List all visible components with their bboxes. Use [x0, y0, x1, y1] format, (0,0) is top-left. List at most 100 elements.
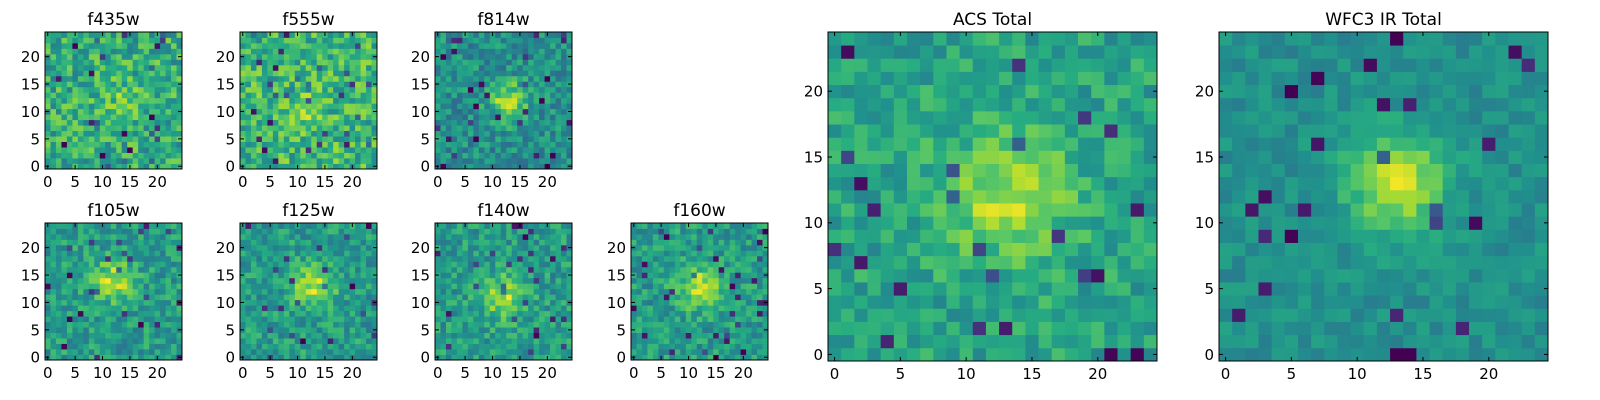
heatmap-cell [489, 321, 496, 328]
heatmap-cell [906, 242, 921, 257]
heatmap-cell [484, 81, 491, 88]
heatmap-cell [1064, 216, 1079, 230]
heatmap-cell [316, 119, 323, 126]
heatmap-cell [478, 327, 485, 333]
heatmap-cell [132, 141, 139, 148]
heatmap-cell [250, 81, 257, 88]
heatmap-cell [713, 316, 720, 323]
heatmap-cell [445, 316, 452, 323]
heatmap-cell [663, 261, 670, 268]
heatmap-cell [160, 244, 166, 251]
heatmap-cell [658, 239, 665, 246]
heatmap-cell [718, 288, 725, 295]
heatmap-cell [867, 308, 882, 322]
heatmap-cell [77, 327, 84, 333]
heatmap-cell [999, 295, 1013, 309]
heatmap-cell [94, 354, 101, 361]
heatmap-cell [171, 42, 177, 49]
heatmap-cell [484, 32, 491, 38]
heatmap-cell [522, 81, 529, 88]
heatmap-cell [283, 92, 290, 99]
heatmap-cell [528, 239, 535, 246]
heatmap-cell [533, 316, 540, 323]
heatmap-cell [707, 310, 714, 317]
heatmap-cell [121, 70, 128, 77]
heatmap-cell [77, 42, 84, 49]
heatmap-cell [696, 321, 703, 328]
heatmap-cell [105, 261, 112, 268]
heatmap-cell [105, 327, 112, 333]
heatmap-cell [289, 332, 296, 339]
heatmap-cell [854, 282, 868, 296]
heatmap-cell [294, 114, 301, 121]
heatmap-cell [250, 97, 257, 104]
heatmap-cell [77, 32, 84, 38]
heatmap-cell [528, 266, 535, 273]
heatmap-cell [528, 327, 535, 333]
heatmap-cell [495, 86, 502, 93]
heatmap-cell [1012, 189, 1026, 204]
heatmap-cell [999, 150, 1013, 164]
heatmap-cell [272, 283, 279, 290]
heatmap-cell [110, 86, 117, 93]
heatmap-cell [713, 228, 720, 235]
heatmap-cell [240, 239, 246, 246]
heatmap-cell [489, 310, 496, 317]
heatmap-cell [440, 349, 447, 355]
heatmap-cell [713, 338, 720, 344]
heatmap-cell [566, 250, 573, 257]
heatmap-cell [99, 64, 106, 71]
heatmap-cell [489, 81, 496, 88]
heatmap-cell [762, 233, 769, 240]
heatmap-cell [371, 338, 378, 344]
heatmap-cell [451, 310, 458, 317]
heatmap-cell [338, 42, 345, 49]
heatmap-cell [261, 255, 268, 262]
heatmap-cell [473, 223, 480, 229]
heatmap-cell [50, 223, 57, 229]
heatmap-cell [61, 288, 68, 295]
heatmap-cell [707, 223, 714, 229]
heatmap-cell [322, 261, 329, 268]
heatmap-cell [647, 338, 654, 344]
heatmap-cell [240, 332, 246, 339]
heatmap-cell [371, 158, 378, 164]
heatmap-cell [344, 119, 350, 126]
heatmap-cell [143, 349, 150, 355]
heatmap-cell [245, 294, 252, 301]
heatmap-cell [165, 327, 172, 333]
heatmap-cell [854, 255, 868, 270]
heatmap-cell [267, 266, 274, 273]
heatmap-cell [256, 255, 263, 262]
heatmap-cell [116, 130, 123, 137]
heatmap-cell [278, 152, 285, 159]
heatmap-cell [278, 321, 285, 328]
heatmap-cell [138, 108, 145, 115]
heatmap-cell [467, 37, 474, 44]
heatmap-cell [528, 103, 535, 110]
heatmap-cell [149, 261, 155, 268]
heatmap-cell [45, 316, 51, 323]
heatmap-cell [289, 152, 296, 159]
heatmap-cell [72, 136, 79, 142]
heatmap-cell [550, 37, 556, 44]
heatmap-cell [467, 158, 474, 164]
heatmap-cell [171, 152, 177, 159]
heatmap-cell [1104, 255, 1118, 270]
heatmap-cell [294, 53, 301, 60]
heatmap-cell [533, 250, 540, 257]
heatmap-cell [522, 244, 529, 251]
heatmap-cell [61, 130, 68, 137]
heatmap-cell [462, 158, 469, 164]
heatmap-cell [462, 53, 469, 60]
heatmap-cell [149, 53, 155, 60]
heatmap-cell [149, 59, 155, 66]
heatmap-cell [1091, 282, 1105, 296]
heatmap-cell [718, 266, 725, 273]
heatmap-cell [511, 130, 518, 137]
heatmap-cell [45, 37, 51, 44]
heatmap-cell [261, 92, 268, 99]
heatmap-cell [440, 277, 447, 284]
heatmap-cell [132, 108, 139, 115]
heatmap-cell [300, 75, 307, 82]
